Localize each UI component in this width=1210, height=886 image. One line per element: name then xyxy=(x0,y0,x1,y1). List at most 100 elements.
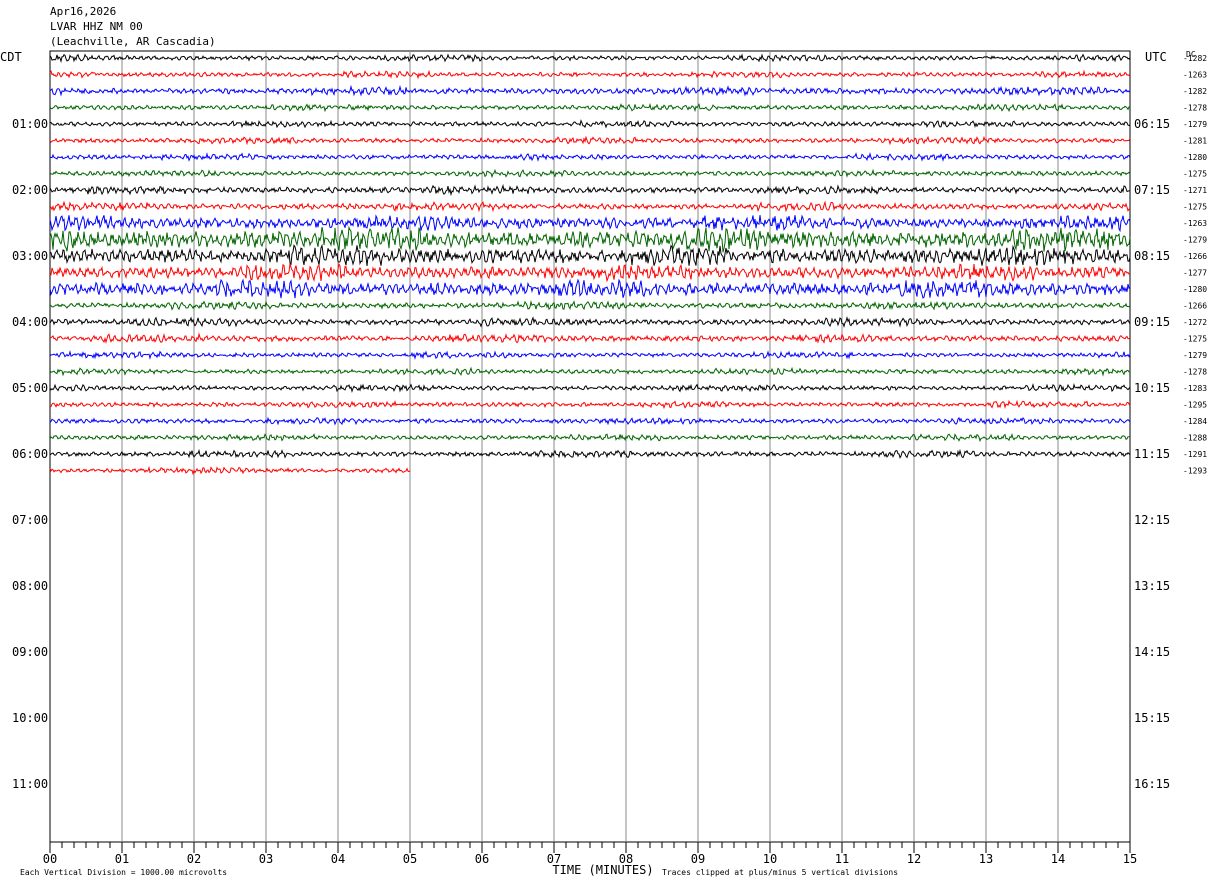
right-hour-label: 07:15 xyxy=(1134,183,1170,197)
seismic-trace xyxy=(49,315,1131,328)
seismic-trace xyxy=(49,243,1131,267)
x-tick-label: 10 xyxy=(763,852,777,866)
left-hour-label: 08:00 xyxy=(12,579,48,593)
seismic-trace xyxy=(49,349,1131,360)
seismic-trace xyxy=(49,135,1131,146)
seismic-trace xyxy=(49,300,1131,311)
x-tick-label: 12 xyxy=(907,852,921,866)
left-hour-label: 04:00 xyxy=(12,315,48,329)
right-hour-label: 15:15 xyxy=(1134,711,1170,725)
x-tick-label: 08 xyxy=(619,852,633,866)
seismic-trace xyxy=(49,151,1131,162)
seismic-trace xyxy=(49,416,1131,426)
right-hour-label: 09:15 xyxy=(1134,315,1170,329)
dc-offset-label: -1275 xyxy=(1183,170,1207,179)
seismic-trace xyxy=(49,119,1131,129)
dc-offset-label: -1266 xyxy=(1183,302,1207,311)
dc-offset-label: -1281 xyxy=(1183,137,1207,146)
right-hour-label: 08:15 xyxy=(1134,249,1170,263)
dc-offset-label: -1272 xyxy=(1183,318,1207,327)
station-location: (Leachville, AR Cascadia) xyxy=(50,35,216,48)
chart-date: Apr16,2026 xyxy=(50,5,117,18)
seismic-trace xyxy=(49,278,1131,299)
seismic-trace xyxy=(49,200,1131,213)
right-hour-label: 10:15 xyxy=(1134,381,1170,395)
dc-offset-label: -1293 xyxy=(1183,467,1207,476)
x-tick-label: 00 xyxy=(43,852,57,866)
left-hour-label: 10:00 xyxy=(12,711,48,725)
scale-footnote: Each Vertical Division = 1000.00 microvo… xyxy=(20,868,227,877)
plot-frame xyxy=(49,50,1131,843)
x-tick-label: 13 xyxy=(979,852,993,866)
left-hour-label: 01:00 xyxy=(12,117,48,131)
dc-offset-label: -1278 xyxy=(1183,368,1207,377)
seismic-trace xyxy=(49,332,1131,344)
left-hour-label: 02:00 xyxy=(12,183,48,197)
x-tick-label: 04 xyxy=(331,852,345,866)
x-axis-title: TIME (MINUTES) xyxy=(552,863,653,877)
left-hour-label: 07:00 xyxy=(12,513,48,527)
x-tick-label: 05 xyxy=(403,852,417,866)
right-hour-label: 16:15 xyxy=(1134,777,1170,791)
clip-footnote: Traces clipped at plus/minus 5 vertical … xyxy=(662,868,898,877)
x-tick-label: 14 xyxy=(1051,852,1065,866)
seismic-trace xyxy=(49,383,1131,393)
dc-offset-label: -1280 xyxy=(1183,285,1207,294)
right-hour-label: 13:15 xyxy=(1134,579,1170,593)
left-hour-label: 05:00 xyxy=(12,381,48,395)
right-hour-label: 12:15 xyxy=(1134,513,1170,527)
seismic-trace xyxy=(49,399,1131,410)
seismic-trace xyxy=(49,465,411,476)
dc-header-label: DC xyxy=(1186,50,1196,59)
seismic-trace xyxy=(49,214,1131,233)
station-code: LVAR HHZ NM 00 xyxy=(50,20,143,33)
dc-offset-label: -1282 xyxy=(1183,87,1207,96)
x-tick-label: 01 xyxy=(115,852,129,866)
dc-offset-label: -1295 xyxy=(1183,401,1207,410)
left-hour-label: 03:00 xyxy=(12,249,48,263)
seismic-trace xyxy=(49,225,1131,253)
dc-offset-label: -1279 xyxy=(1183,120,1207,129)
left-timezone-label: CDT xyxy=(0,50,22,64)
seismic-trace xyxy=(49,366,1131,377)
x-tick-label: 02 xyxy=(187,852,201,866)
dc-offset-label: -1275 xyxy=(1183,203,1207,212)
seismic-trace xyxy=(49,84,1131,97)
right-hour-label: 06:15 xyxy=(1134,117,1170,131)
seismic-trace xyxy=(49,102,1131,113)
dc-offset-label: -1271 xyxy=(1183,186,1207,195)
left-hour-label: 09:00 xyxy=(12,645,48,659)
left-hour-label: 06:00 xyxy=(12,447,48,461)
right-hour-label: 14:15 xyxy=(1134,645,1170,659)
x-tick-label: 06 xyxy=(475,852,489,866)
x-tick-label: 03 xyxy=(259,852,273,866)
dc-offset-label: -1263 xyxy=(1183,71,1207,80)
right-hour-label: 11:15 xyxy=(1134,447,1170,461)
dc-offset-label: -1277 xyxy=(1183,269,1207,278)
dc-offset-label: -1279 xyxy=(1183,236,1207,245)
seismic-trace xyxy=(49,53,1131,64)
dc-offset-label: -1288 xyxy=(1183,434,1207,443)
dc-offset-label: -1283 xyxy=(1183,384,1207,393)
dc-offset-label: -1266 xyxy=(1183,252,1207,261)
x-tick-label: 11 xyxy=(835,852,849,866)
dc-offset-label: -1279 xyxy=(1183,351,1207,360)
right-timezone-label: UTC xyxy=(1145,50,1167,64)
seismic-trace xyxy=(49,448,1131,459)
seismic-trace xyxy=(49,183,1131,197)
seismic-trace xyxy=(49,262,1131,283)
dc-offset-label: -1263 xyxy=(1183,219,1207,228)
dc-offset-label: -1278 xyxy=(1183,104,1207,113)
x-tick-label: 15 xyxy=(1123,852,1137,866)
x-tick-label: 07 xyxy=(547,852,561,866)
dc-offset-label: -1280 xyxy=(1183,153,1207,162)
seismic-trace xyxy=(49,432,1131,443)
dc-offset-label: -1284 xyxy=(1183,417,1207,426)
x-tick-label: 09 xyxy=(691,852,705,866)
dc-offset-label: -1291 xyxy=(1183,450,1207,459)
seismic-trace xyxy=(49,69,1131,80)
left-hour-label: 11:00 xyxy=(12,777,48,791)
seismic-trace xyxy=(49,168,1131,179)
dc-offset-label: -1282 xyxy=(1183,54,1207,63)
